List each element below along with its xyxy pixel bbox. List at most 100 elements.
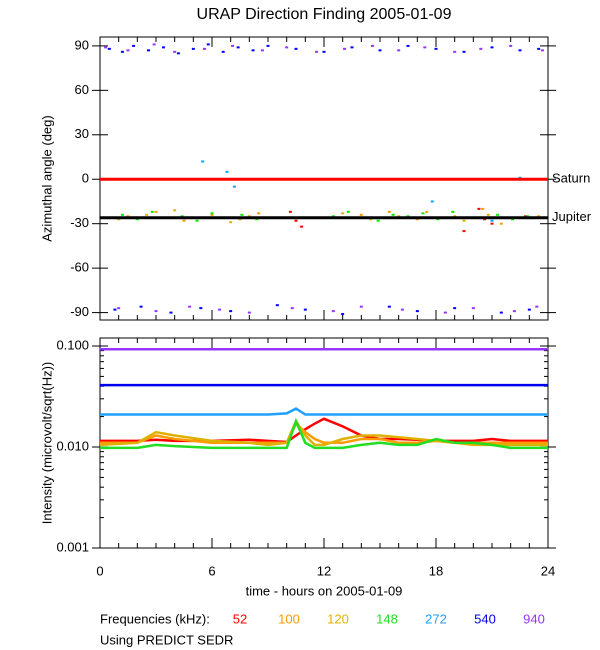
- point: [117, 307, 121, 310]
- point: [430, 200, 434, 203]
- x-tick-label: 24: [541, 563, 555, 578]
- point: [421, 212, 425, 215]
- reference-label: Jupiter: [552, 209, 592, 224]
- point: [509, 44, 513, 47]
- y-tick-label: 0.010: [56, 438, 89, 453]
- point: [443, 311, 447, 314]
- point: [499, 311, 503, 314]
- x-tick-label: 0: [96, 563, 103, 578]
- point: [195, 219, 199, 222]
- y-tick-label: 0.100: [56, 337, 89, 352]
- point: [423, 46, 427, 49]
- point: [199, 307, 203, 310]
- point: [400, 308, 404, 311]
- point: [397, 49, 401, 52]
- point: [169, 311, 173, 314]
- point: [145, 213, 149, 216]
- legend-entry: 52: [233, 611, 247, 626]
- y-axis-label: Intensity (microvolt/sqrt(Hz)): [39, 362, 54, 525]
- point: [221, 50, 225, 53]
- point: [315, 50, 319, 53]
- point: [236, 46, 240, 49]
- x-tick-label: 6: [208, 563, 215, 578]
- point: [188, 305, 192, 308]
- point: [359, 305, 363, 308]
- point: [182, 219, 186, 222]
- point: [490, 222, 494, 225]
- point: [240, 213, 244, 216]
- point: [152, 43, 156, 46]
- point: [434, 47, 438, 50]
- point: [294, 219, 298, 222]
- point: [225, 170, 229, 173]
- legend-entry: 120: [327, 611, 349, 626]
- point: [300, 225, 304, 228]
- y-tick-label: -60: [70, 260, 89, 275]
- point: [490, 46, 494, 49]
- point: [120, 213, 124, 216]
- point: [266, 44, 270, 47]
- point: [161, 46, 165, 49]
- footnote: Using PREDICT SEDR: [100, 632, 233, 647]
- point: [210, 212, 214, 215]
- point: [462, 230, 466, 233]
- point: [150, 210, 154, 213]
- point: [499, 222, 503, 225]
- point: [229, 310, 233, 313]
- point: [260, 49, 264, 52]
- point: [378, 49, 382, 52]
- point: [471, 307, 475, 310]
- point: [126, 49, 130, 52]
- point: [451, 210, 455, 213]
- point: [406, 44, 410, 47]
- point: [462, 219, 466, 222]
- point: [350, 46, 354, 49]
- point: [154, 210, 158, 213]
- point: [107, 47, 111, 50]
- legend-entry: 272: [425, 611, 447, 626]
- legend-entry: 540: [474, 611, 496, 626]
- point: [481, 207, 485, 210]
- series-line: [100, 417, 548, 450]
- point: [257, 212, 261, 215]
- point: [285, 46, 289, 49]
- point: [139, 305, 143, 308]
- y-tick-label: -30: [70, 215, 89, 230]
- point: [290, 307, 294, 310]
- point: [496, 213, 500, 216]
- point: [341, 313, 345, 316]
- point: [425, 210, 429, 213]
- y-tick-label: 90: [75, 37, 89, 52]
- point: [490, 219, 494, 222]
- point: [120, 50, 124, 53]
- point: [173, 209, 177, 212]
- point: [288, 210, 292, 213]
- point: [206, 43, 210, 46]
- x-axis-label: time - hours on 2005-01-09: [246, 583, 403, 598]
- point: [217, 308, 221, 311]
- reference-label: Saturn: [552, 171, 590, 186]
- point: [477, 207, 481, 210]
- x-tick-label: 18: [429, 563, 443, 578]
- y-tick-label: -90: [70, 304, 89, 319]
- point: [341, 212, 345, 215]
- point: [535, 305, 539, 308]
- y-tick-label: 0: [82, 171, 89, 186]
- point: [113, 308, 117, 311]
- point: [176, 52, 180, 55]
- point: [191, 47, 195, 50]
- point: [173, 50, 177, 53]
- x-tick-label: 12: [317, 563, 331, 578]
- y-tick-label: 0.001: [56, 539, 89, 554]
- point: [251, 49, 255, 52]
- point: [346, 210, 350, 213]
- point: [210, 213, 214, 216]
- point: [294, 47, 298, 50]
- point: [104, 46, 108, 49]
- point: [322, 50, 326, 53]
- point: [154, 310, 158, 313]
- y-tick-label: 60: [75, 82, 89, 97]
- point: [132, 44, 136, 47]
- point: [453, 307, 457, 310]
